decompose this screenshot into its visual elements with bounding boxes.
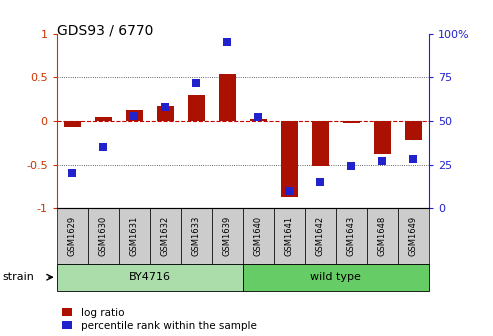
Text: BY4716: BY4716 (129, 272, 171, 282)
Bar (250, 119, 267, 121)
Point (379, 159, 387, 164)
Legend: log ratio, percentile rank within the sample: log ratio, percentile rank within the sa… (62, 308, 256, 331)
Bar (405, 121, 422, 140)
Bar (64, 121, 81, 127)
Bar (274, 208, 305, 264)
Bar (281, 121, 298, 197)
Bar (150, 208, 181, 264)
Text: GSM1630: GSM1630 (99, 216, 108, 256)
Bar (181, 208, 212, 264)
Text: GSM1632: GSM1632 (161, 216, 170, 256)
Text: wild type: wild type (311, 272, 361, 282)
Point (130, 113, 138, 118)
Bar (188, 95, 205, 121)
Point (317, 179, 324, 185)
Text: GSM1641: GSM1641 (285, 216, 294, 256)
Text: strain: strain (2, 272, 35, 282)
Point (410, 157, 418, 162)
Point (348, 164, 355, 169)
Text: GSM1629: GSM1629 (68, 216, 77, 256)
Text: GSM1633: GSM1633 (192, 216, 201, 256)
Bar (398, 208, 429, 264)
Bar (219, 74, 236, 121)
Bar (157, 106, 174, 121)
Text: GSM1639: GSM1639 (223, 216, 232, 256)
Point (192, 80, 200, 85)
Text: GSM1649: GSM1649 (409, 216, 418, 256)
Point (68, 171, 76, 176)
Bar (336, 208, 367, 264)
Bar (343, 121, 360, 123)
Text: GSM1631: GSM1631 (130, 216, 139, 256)
Text: GSM1642: GSM1642 (316, 216, 325, 256)
Bar (126, 110, 143, 121)
Bar (95, 117, 112, 121)
Bar (243, 208, 274, 264)
Bar (119, 208, 150, 264)
Bar (243, 264, 429, 291)
Text: GSM1640: GSM1640 (254, 216, 263, 256)
Point (99, 144, 107, 150)
Bar (374, 121, 391, 154)
Point (161, 104, 169, 110)
Bar (212, 208, 243, 264)
Point (223, 40, 231, 45)
Bar (57, 208, 88, 264)
Text: GSM1648: GSM1648 (378, 216, 387, 256)
Bar (88, 208, 119, 264)
Text: GDS93 / 6770: GDS93 / 6770 (57, 24, 153, 38)
Point (254, 115, 262, 120)
Bar (367, 208, 398, 264)
Bar (312, 121, 329, 166)
Point (285, 188, 293, 194)
Text: GSM1643: GSM1643 (347, 216, 356, 256)
Bar (305, 208, 336, 264)
Bar (57, 264, 243, 291)
